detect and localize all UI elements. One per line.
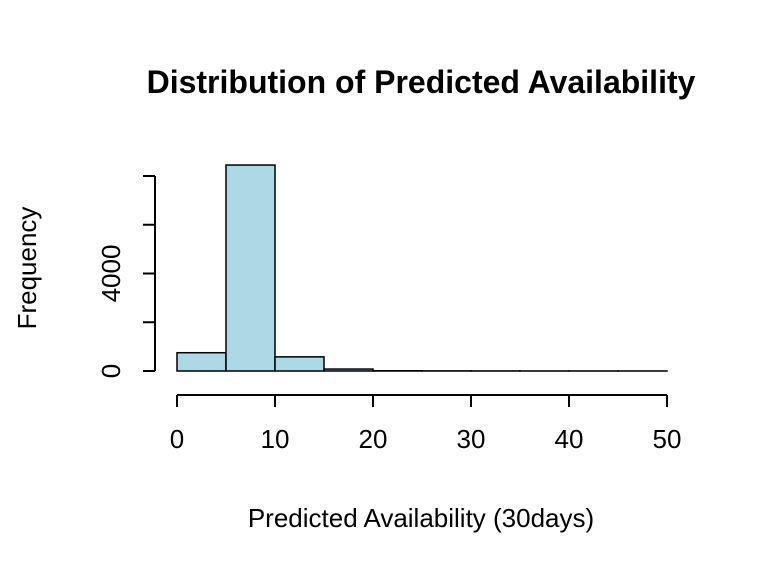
histogram-bar-3 bbox=[323, 368, 374, 372]
x-tick-label-1: 10 bbox=[261, 424, 290, 454]
x-tick-label-3: 30 bbox=[457, 424, 486, 454]
y-tick-label-2: 4000 bbox=[96, 245, 126, 303]
histogram-bar-2 bbox=[274, 356, 325, 372]
x-tick-label-2: 20 bbox=[359, 424, 388, 454]
chart-title: Distribution of Predicted Availability bbox=[147, 64, 696, 100]
x-tick-label-0: 0 bbox=[170, 424, 184, 454]
x-axis: 0 10 20 30 40 50 bbox=[170, 394, 682, 454]
y-tick-label-0: 0 bbox=[96, 364, 126, 378]
x-axis-label: Predicted Availability (30days) bbox=[248, 503, 594, 533]
y-axis: 0 4000 bbox=[96, 175, 156, 378]
x-tick-label-5: 50 bbox=[653, 424, 682, 454]
histogram-bar-1 bbox=[225, 164, 276, 372]
bars-group bbox=[176, 164, 668, 372]
histogram-bar-0 bbox=[176, 351, 227, 372]
y-axis-label: Frequency bbox=[12, 207, 42, 330]
x-tick-label-4: 40 bbox=[555, 424, 584, 454]
